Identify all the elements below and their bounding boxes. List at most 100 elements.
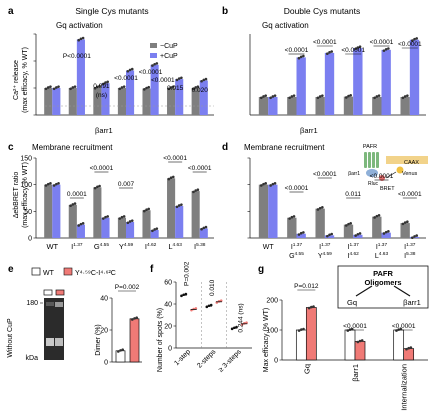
panel-e-bar-0-point-1	[119, 349, 122, 352]
panel-b-bar-5-0	[400, 97, 410, 115]
panel-d-bar-2-1	[324, 235, 335, 238]
panel-d-bar-1-1-point-2	[302, 231, 305, 234]
panel-a-bar-3-0-point-0	[118, 87, 122, 91]
panel-g-pval-2: <0.0001	[392, 323, 416, 330]
panel-g-pval-1: <0.0001	[343, 323, 367, 330]
diagram-barr-label: βarr1	[348, 171, 360, 177]
panel-g-xlabel-1: βarr1	[351, 364, 360, 382]
panel-f-xlabel-1: 2-steps	[196, 348, 218, 370]
panel-a-pval-6: 0.020	[192, 87, 209, 94]
panel-c-bar-4-1-point-2	[155, 227, 159, 230]
panel-f-1-0-point-1	[207, 304, 211, 308]
panel-c-bar-3-1	[126, 222, 135, 238]
panel-b-bar-0-1-point-1	[271, 95, 275, 98]
panel-a-letter: a	[8, 6, 14, 17]
panel-a-barr1-label: βarr1	[95, 126, 113, 135]
panel-b-bar-1-0-point-1	[290, 95, 294, 98]
panel-b-bar-5-1-point-1	[413, 37, 416, 41]
panel-a-bar-0-0	[44, 88, 53, 115]
panel-b-bar-1-1-point-1	[299, 55, 303, 59]
panel-d-bar-3-0-point-1	[347, 222, 350, 226]
panel-d-xlabel-5-1: I5.38	[404, 251, 416, 260]
legend-mutant-label: Y⁴·⁵⁹C-I⁴·⁶²C	[75, 270, 116, 277]
panel-a-bar-3-1	[126, 70, 135, 115]
panel-a-title: Single Cys mutants	[75, 6, 148, 16]
arrestin-shape	[366, 169, 378, 177]
panel-a-bar-4-1-point-2	[155, 62, 159, 65]
blot-wt-lane-marker	[43, 289, 53, 296]
panel-f-ytick-label-3: 60	[164, 280, 172, 287]
panel-c-bar-5-0-point-2	[171, 175, 175, 179]
panel-c-bar-2-0-point-2	[98, 184, 101, 188]
panel-f-ytick-label-2: 40	[164, 302, 172, 309]
panel-c-bar-2-1-point-0	[101, 217, 105, 220]
panel-c-bar-5-1-point-1	[177, 204, 181, 207]
panel-e-ytick-label-1: 20	[100, 328, 108, 335]
panel-d-bar-1-0	[287, 217, 297, 238]
panel-d-xlabel-4-1: L4.63	[375, 251, 389, 260]
panel-a-bar-1-0-point-2	[73, 85, 77, 88]
panel-f-ylabel: Number of spots (%)	[157, 308, 164, 372]
panel-b-bar-4-0-point-2	[377, 94, 381, 97]
panel-b-bar-2-0	[315, 97, 325, 115]
panel-g-bar-0-0	[295, 329, 307, 361]
panel-f-pval-0: P=0.002	[184, 261, 191, 286]
panel-f-xlabel-2: ≥ 3-steps	[217, 348, 243, 374]
panel-d-bar-3-0-point-2	[349, 222, 352, 225]
panel-a-bar-0-0-point-2	[49, 85, 52, 88]
inset-arrow-left	[355, 285, 373, 297]
panel-a-pval-5: 0.015	[167, 85, 184, 92]
panel-b-bar-4-1-point-0	[382, 49, 386, 52]
panel-g-bar-0-0-point-0	[297, 329, 301, 332]
blot-band-wt-monomer	[46, 338, 54, 346]
panel-d-bar-0-0	[258, 184, 269, 238]
panel-a-bar-0-1-point-2	[57, 85, 60, 88]
inset-arrow-right	[393, 285, 411, 297]
panel-a-bar-3-1-point-1	[128, 68, 132, 72]
panel-d-bar-2-0-point-2	[321, 206, 324, 209]
panel-b-bar-4-1-point-2	[387, 47, 390, 50]
panel-d-pval-2: 0.011	[345, 191, 361, 198]
panel-c-letter: c	[8, 142, 14, 153]
panel-a-bar-1-0	[68, 88, 77, 115]
panel-g-bar-2-1-point-1	[407, 346, 410, 350]
panel-f-0-0-point-1	[182, 293, 185, 297]
panel-a-bar-5-0-point-1	[169, 86, 173, 89]
panel-d-xlabel-0-0: WT	[263, 244, 275, 251]
bret-arrow	[385, 171, 397, 179]
receptor-helix-4	[376, 152, 379, 168]
panel-g-xlabel-0: Gq	[302, 364, 311, 374]
panel-c-ylabel2: (max efficacy, % WT)	[22, 162, 29, 228]
oligomer-inset: PAFR Oligomers Gq βarr1	[337, 265, 429, 309]
panel-a-bar-6-1-point-0	[200, 79, 203, 83]
panel-b-bar-5-1-point-2	[415, 37, 419, 40]
panel-a-pval-4: <0.0001	[139, 69, 163, 76]
panel-c-xlabel-4-0: I4.62	[145, 242, 157, 251]
panel-g-bar-2-1-point-0	[405, 347, 408, 351]
panel-d-subtitle: Membrane recruitment	[244, 143, 325, 152]
blot-band-mutant-monomer	[55, 338, 63, 346]
panel-f-pval-1: 0.010	[209, 279, 216, 296]
panel-a-pval-3: <0.0001	[114, 75, 138, 82]
panel-c-bar-1-0	[68, 204, 77, 238]
panel-c-bar-5-1-point-0	[175, 205, 179, 209]
panel-a-bar-0-1-point-1	[55, 86, 58, 89]
panel-g-bar-2-0	[393, 329, 405, 361]
panel-f-1-1-point-1	[217, 300, 221, 303]
panel-c-bar-4-1-point-0	[151, 229, 154, 233]
panel-c-bar-2-1	[101, 217, 110, 238]
panel-b-bar-3-0-point-1	[347, 94, 350, 98]
panel-a-bar-3-1-point-2	[130, 67, 134, 71]
venus-shape	[396, 166, 404, 174]
panel-d-letter: d	[222, 142, 228, 153]
panel-c-bar-6-1-point-0	[200, 227, 203, 231]
panel-a-bar-5-1-point-2	[180, 76, 183, 80]
panel-e-bar-0-point-2	[121, 348, 124, 352]
panel-c-bar-0-0	[44, 184, 53, 238]
panel-f-2-0-point-1	[233, 326, 236, 330]
mw-180-label: 180	[26, 300, 38, 307]
panel-b-bar-0-1	[268, 97, 278, 115]
panel-a-bar-5-1-point-1	[177, 77, 181, 80]
panel-b-bar-0-0	[258, 97, 269, 115]
panel-a-bar-6-1	[199, 80, 208, 115]
